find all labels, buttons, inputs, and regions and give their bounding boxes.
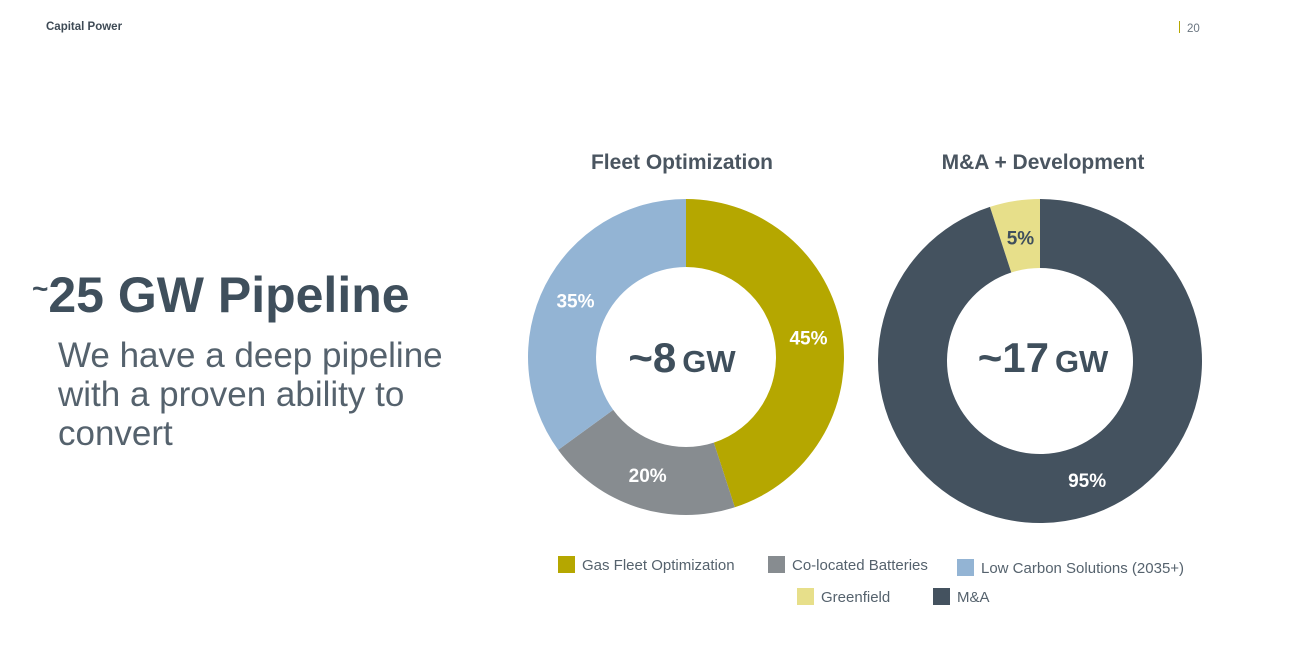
donut-slice-m-a bbox=[877, 199, 1202, 523]
donut-slice-value-label: 95% bbox=[1068, 471, 1106, 492]
legend-label: Gas Fleet Optimization bbox=[582, 557, 735, 574]
legend-label: Co-located Batteries bbox=[792, 557, 928, 574]
headline-text: 25 GW Pipeline bbox=[48, 267, 410, 323]
donut-center-value: ~8 GW bbox=[628, 334, 736, 381]
subheadline: We have a deep pipeline with a proven ab… bbox=[58, 336, 443, 453]
donut-slice-value-label: 5% bbox=[1007, 229, 1035, 250]
legend-item-greenfield: Greenfield bbox=[797, 588, 890, 606]
legend-item-ma: M&A bbox=[933, 588, 990, 606]
page-number: 20 bbox=[1179, 21, 1200, 35]
page-number-text: 20 bbox=[1187, 23, 1200, 35]
donut-slice-value-label: 45% bbox=[789, 329, 827, 350]
page-number-divider bbox=[1179, 21, 1180, 33]
chart-title-fleet-optimization: Fleet Optimization bbox=[590, 151, 773, 174]
headline-tilde: ~ bbox=[32, 273, 49, 304]
legend-label: M&A bbox=[957, 589, 990, 606]
donut-center-value: ~17 GW bbox=[978, 334, 1109, 381]
donut-slice-low-carbon-solutions-2035- bbox=[527, 199, 686, 450]
legend-swatch bbox=[933, 588, 950, 605]
legend-swatch bbox=[768, 556, 785, 573]
legend-swatch bbox=[957, 559, 974, 576]
legend-row-2: Greenfield M&A bbox=[0, 588, 1295, 608]
legend-label: Low Carbon Solutions (2035+) bbox=[981, 560, 1185, 577]
legend-row-1: Gas Fleet Optimization Co-located Batter… bbox=[0, 556, 1295, 577]
company-name: Capital Power bbox=[46, 21, 123, 33]
donut-slice-value-label: 20% bbox=[629, 466, 667, 487]
legend-item-low-carbon-solutions: Low Carbon Solutions (2035+) bbox=[957, 559, 1184, 577]
legend-item-co-located-batteries: Co-located Batteries bbox=[768, 556, 928, 574]
chart-title-ma-development: M&A + Development bbox=[941, 151, 1145, 174]
headline: ~25 GW Pipeline bbox=[32, 266, 410, 324]
legend-swatch bbox=[558, 556, 575, 573]
donut-slice-greenfield bbox=[989, 199, 1040, 273]
legend-item-gas-fleet-optimization: Gas Fleet Optimization bbox=[558, 556, 735, 574]
donut-slice-value-label: 35% bbox=[556, 292, 594, 313]
legend-swatch bbox=[797, 588, 814, 605]
legend-label: Greenfield bbox=[821, 589, 891, 606]
donut-slice-co-located-batteries bbox=[558, 409, 735, 515]
donut-slice-gas-fleet-optimization bbox=[686, 199, 845, 508]
